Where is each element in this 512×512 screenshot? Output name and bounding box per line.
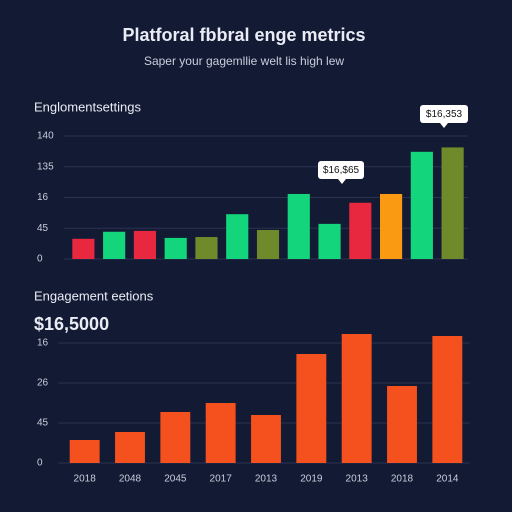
x-tick-label: 2019 <box>300 474 323 485</box>
y-tick-label: 16 <box>37 338 49 349</box>
y-tick-label: 0 <box>37 458 43 469</box>
bar <box>349 202 372 259</box>
panel-value: $16,5000 <box>34 314 109 334</box>
bar <box>205 403 236 463</box>
callout-box <box>318 161 364 179</box>
panel-title: Englomentsettings <box>34 99 141 114</box>
bar <box>410 151 433 259</box>
panel-title: Engagement eetions <box>34 288 154 303</box>
bar <box>432 336 463 463</box>
y-tick-label: 0 <box>37 254 43 265</box>
callout: $16,353 <box>420 105 468 128</box>
x-tick-label: 2045 <box>164 474 187 485</box>
bar <box>296 354 327 463</box>
bar <box>380 193 403 259</box>
page-subtitle: Saper your gagemllie welt lis high lew <box>144 54 344 68</box>
y-tick-label: 45 <box>37 418 49 429</box>
callout: $16,$65 <box>318 161 364 184</box>
bar <box>287 193 310 259</box>
bar <box>256 230 280 259</box>
bar <box>133 230 156 259</box>
x-tick-label: 2018 <box>391 474 414 485</box>
bar <box>69 440 100 463</box>
bar <box>387 386 417 463</box>
x-tick-label: 2014 <box>436 474 459 485</box>
x-tick-label: 2018 <box>74 474 97 485</box>
callout-box <box>420 105 468 123</box>
x-tick-label: 2017 <box>210 474 233 485</box>
y-tick-label: 140 <box>37 131 54 142</box>
x-tick-label: 2013 <box>255 474 278 485</box>
bar <box>318 223 341 259</box>
bar <box>251 415 281 463</box>
bar <box>226 214 249 259</box>
callout-pointer <box>338 179 346 184</box>
bar <box>441 147 464 259</box>
page-title: Platforal fbbral enge metrics <box>122 25 365 45</box>
x-tick-label: 2048 <box>119 474 142 485</box>
bar <box>341 334 372 463</box>
callout-text: $16,353 <box>426 109 463 120</box>
callout-pointer <box>440 123 448 128</box>
callout-text: $16,$65 <box>323 165 360 176</box>
x-tick-label: 2013 <box>346 474 369 485</box>
y-tick-label: 135 <box>37 161 54 172</box>
y-tick-label: 45 <box>37 223 49 234</box>
bar <box>164 237 187 259</box>
y-tick-label: 16 <box>37 192 49 203</box>
bar <box>160 412 191 463</box>
bar <box>72 238 95 259</box>
y-tick-label: 26 <box>37 378 49 389</box>
bar <box>103 231 126 259</box>
bar <box>115 432 145 463</box>
bar <box>195 237 218 259</box>
